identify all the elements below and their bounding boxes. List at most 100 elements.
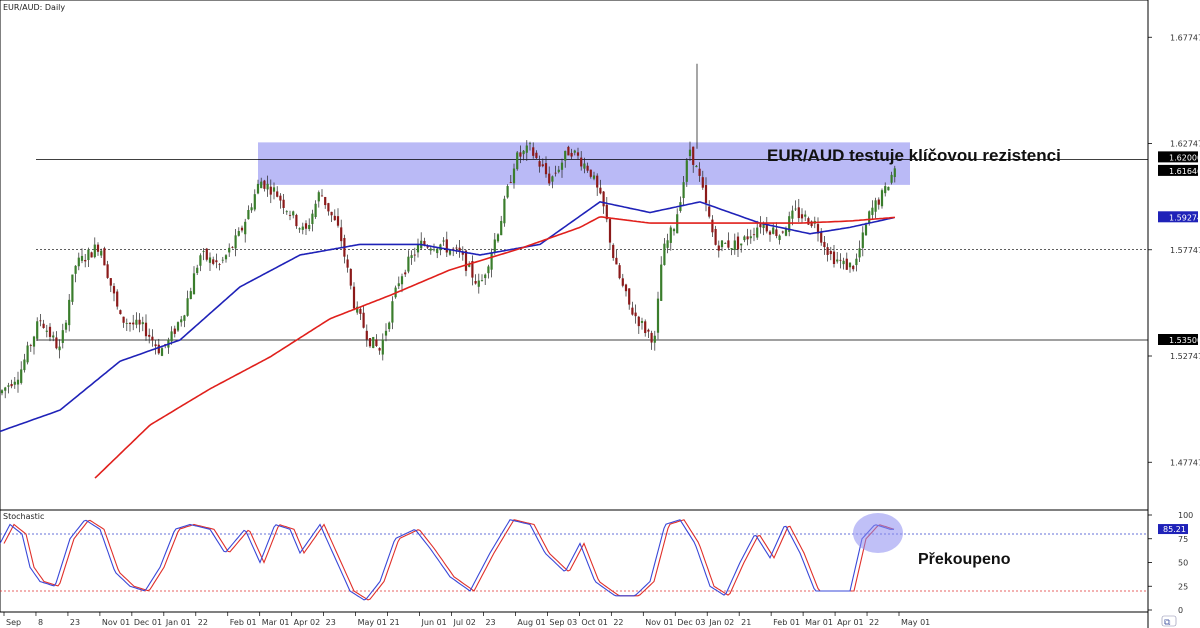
candle-body (100, 250, 103, 256)
candle-body (890, 174, 893, 183)
candle-body (10, 383, 13, 387)
candle-body (576, 152, 580, 156)
candle-body (711, 219, 714, 233)
candle-body (42, 323, 45, 329)
candle-body (20, 369, 23, 383)
candle-body (477, 280, 480, 287)
candle-body (893, 168, 896, 178)
candle-body (64, 322, 68, 330)
candle-body (346, 259, 349, 268)
candle-body (599, 187, 602, 194)
x-tick-label: 22 (869, 618, 879, 627)
candle-body (272, 187, 276, 192)
candle-body (570, 152, 573, 157)
candle-body (77, 257, 80, 267)
candle-body (640, 321, 644, 323)
candle-body (4, 387, 7, 391)
candle-body (221, 259, 224, 261)
price-tick-label: 1.52747 (1170, 352, 1200, 361)
x-tick-label: 23 (70, 618, 80, 627)
link-icon[interactable]: ⧉ (1164, 618, 1171, 628)
candle-body (244, 221, 247, 235)
candle-body (388, 322, 391, 330)
candle-body (87, 249, 90, 260)
candle-body (128, 322, 132, 325)
candle-body (496, 234, 500, 242)
candle-body (724, 243, 727, 244)
candle-body (317, 192, 320, 202)
x-tick-label: Nov 01 (645, 618, 673, 627)
price-tag-label: 1.62000 (1169, 153, 1200, 162)
x-tick-label: Dec 01 (134, 618, 162, 627)
stoch-tick-label: 25 (1178, 582, 1188, 591)
candle-body (84, 259, 87, 262)
candle-body (567, 146, 570, 156)
candle-body (580, 157, 583, 167)
candle-body (196, 267, 199, 274)
candle-body (695, 165, 698, 168)
candle-body (58, 346, 61, 351)
candle-body (52, 335, 55, 338)
candle-body (48, 326, 52, 337)
candle-body (55, 337, 58, 349)
candle-body (224, 255, 228, 260)
candle-body (826, 247, 829, 255)
candle-body (413, 254, 416, 256)
candle-body (560, 162, 564, 170)
candle-body (637, 316, 640, 327)
candle-body (512, 168, 516, 184)
candle-body (672, 229, 676, 232)
candle-body (631, 307, 634, 315)
candle-body (16, 379, 20, 385)
x-tick-label: Apr 01 (837, 618, 864, 627)
candle-body (80, 255, 84, 261)
candle-body (752, 234, 756, 236)
candle-body (29, 345, 32, 346)
candle-body (269, 186, 272, 195)
candle-body (36, 321, 39, 339)
candle-body (295, 214, 298, 227)
candle-body (532, 147, 535, 156)
candle-body (484, 274, 487, 279)
candle-body (848, 262, 852, 268)
candle-body (253, 194, 256, 210)
candle-body (480, 280, 484, 281)
stoch-tag (1158, 524, 1188, 535)
candle-body (564, 150, 567, 161)
candle-body (400, 276, 404, 285)
candle-body (669, 227, 672, 243)
candle-body (836, 259, 839, 262)
candle-body (720, 240, 724, 248)
ma-fast-line (0, 201, 895, 433)
candle-body (490, 252, 493, 270)
price-tag-label: 1.61646 (1169, 167, 1200, 176)
settings-button[interactable] (1161, 615, 1177, 627)
x-tick-label: Mar 01 (262, 618, 290, 627)
candle-body (285, 211, 288, 213)
x-tick-label: Nov 01 (102, 618, 130, 627)
stoch-tick-label: 75 (1178, 535, 1188, 544)
candle-body (823, 241, 826, 248)
candle-body (13, 381, 16, 385)
candle-body (103, 248, 106, 266)
candle-body (90, 252, 93, 258)
candle-body (23, 359, 26, 371)
candle-body (352, 286, 356, 309)
candle-body (407, 256, 410, 272)
candle-body (452, 248, 455, 250)
candle-body (298, 228, 301, 230)
candle-body (554, 172, 557, 174)
candle-body (493, 239, 496, 252)
price-tag-label: 1.59274 (1169, 213, 1200, 222)
price-tick-label: 1.47747 (1170, 458, 1200, 467)
candle-body (324, 196, 327, 206)
candle-body (151, 336, 154, 341)
candle-body (506, 186, 509, 198)
candle-body (608, 219, 612, 243)
candle-body (61, 330, 64, 343)
candle-body (455, 247, 458, 249)
candle-body (205, 248, 208, 260)
candle-body (644, 321, 647, 334)
candle-body (333, 215, 336, 221)
candle-body (234, 235, 237, 249)
